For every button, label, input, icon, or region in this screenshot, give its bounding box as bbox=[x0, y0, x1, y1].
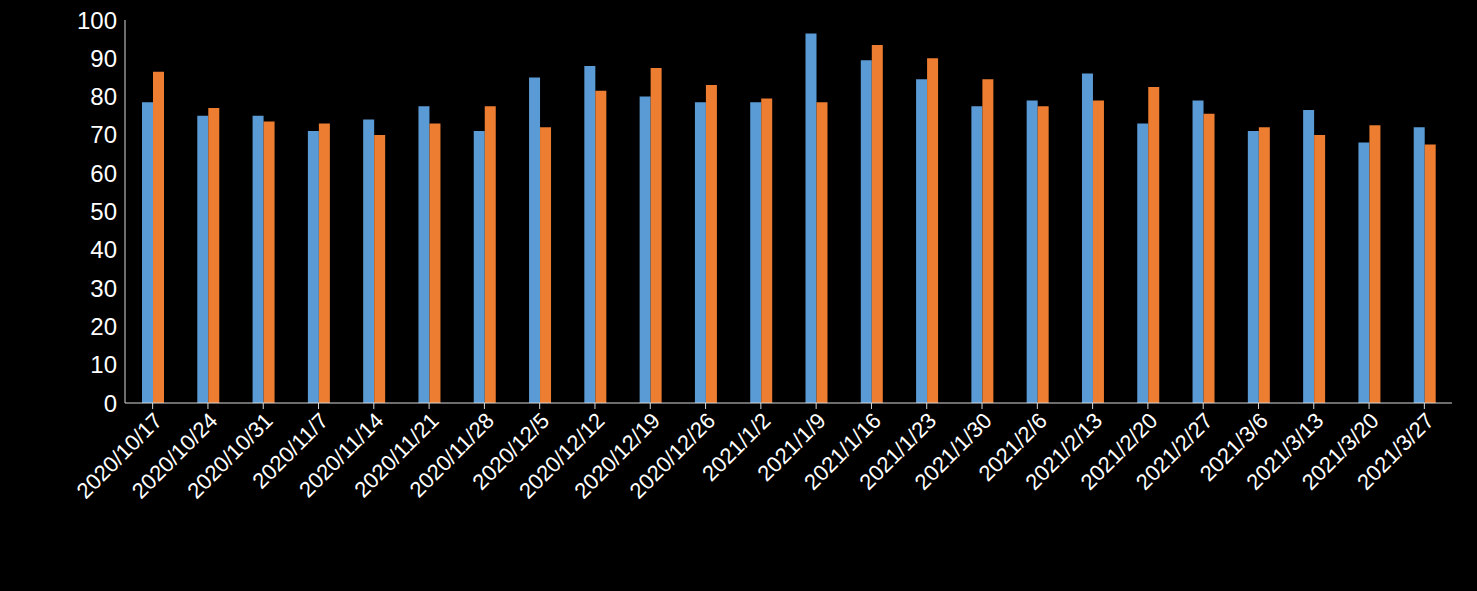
svg-text:2020/12/5: 2020/12/5 bbox=[467, 407, 555, 495]
svg-text:2021/3/20: 2021/3/20 bbox=[1296, 407, 1384, 495]
svg-text:2021/3/6: 2021/3/6 bbox=[1194, 407, 1274, 487]
svg-text:2021/1/2: 2021/1/2 bbox=[697, 407, 776, 487]
svg-text:2021/2/6: 2021/2/6 bbox=[973, 407, 1052, 487]
svg-text:2020/11/14: 2020/11/14 bbox=[294, 407, 389, 503]
svg-text:2021/2/13: 2021/2/13 bbox=[1020, 407, 1108, 495]
svg-text:50: 50 bbox=[90, 198, 117, 225]
svg-text:2021/2/27: 2021/2/27 bbox=[1131, 408, 1218, 495]
svg-text:2020/11/28: 2020/11/28 bbox=[404, 407, 499, 503]
svg-text:2021/1/16: 2021/1/16 bbox=[799, 407, 886, 495]
svg-text:10: 10 bbox=[90, 351, 117, 378]
svg-text:2020/10/24: 2020/10/24 bbox=[127, 407, 223, 504]
svg-text:2021/2/20: 2021/2/20 bbox=[1075, 407, 1163, 495]
svg-text:2021/1/9: 2021/1/9 bbox=[752, 407, 831, 487]
svg-text:2020/11/7: 2020/11/7 bbox=[247, 407, 334, 494]
svg-text:2020/12/12: 2020/12/12 bbox=[514, 407, 610, 504]
svg-text:2020/10/17: 2020/10/17 bbox=[71, 407, 168, 504]
svg-text:2020/10/31: 2020/10/31 bbox=[182, 407, 278, 504]
svg-text:2021/3/13: 2021/3/13 bbox=[1241, 407, 1329, 495]
svg-text:0: 0 bbox=[104, 390, 117, 417]
svg-text:2021/1/30: 2021/1/30 bbox=[910, 408, 997, 495]
svg-text:80: 80 bbox=[90, 83, 117, 110]
svg-text:60: 60 bbox=[90, 160, 117, 187]
svg-text:2020/11/21: 2020/11/21 bbox=[349, 407, 444, 503]
svg-text:100: 100 bbox=[77, 7, 117, 34]
svg-text:30: 30 bbox=[90, 275, 117, 302]
svg-text:90: 90 bbox=[90, 45, 117, 72]
svg-text:2020/12/19: 2020/12/19 bbox=[569, 407, 665, 504]
svg-text:2021/3/27: 2021/3/27 bbox=[1352, 408, 1439, 495]
svg-text:2020/12/26: 2020/12/26 bbox=[625, 408, 721, 504]
svg-text:40: 40 bbox=[90, 236, 117, 263]
svg-text:2021/1/23: 2021/1/23 bbox=[854, 407, 942, 495]
svg-text:20: 20 bbox=[90, 313, 117, 340]
svg-text:70: 70 bbox=[90, 121, 117, 148]
